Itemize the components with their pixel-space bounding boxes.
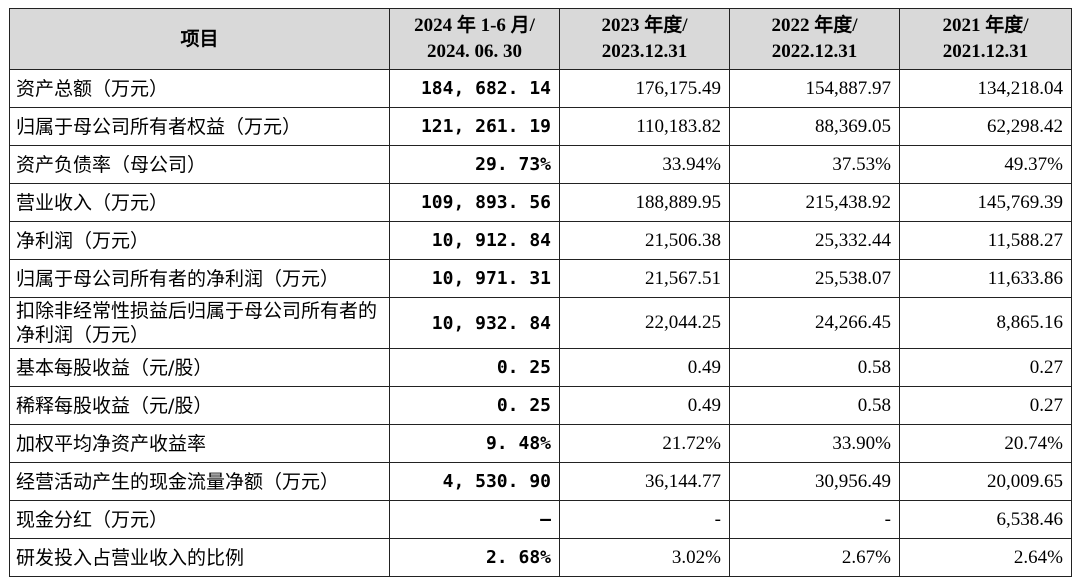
header-line: 2023 年度/ [601,15,688,36]
header-cell: 项目 [9,8,390,70]
cell: 184, 682. 14 [389,69,560,108]
cell: – [389,500,560,539]
cell: 0.27 [899,348,1072,387]
row-label: 基本每股收益（元/股） [9,348,390,387]
cell: 0.49 [559,386,730,425]
table-row: 扣除非经常性损益后归属于母公司所有者的净利润（万元） 10, 932. 84 22,… [9,297,1072,349]
cell: 11,633.86 [899,259,1072,298]
cell: 62,298.42 [899,107,1072,146]
cell: - [729,500,900,539]
header-row: 项目 2024 年 1-6 月/2024. 06. 30 2023 年度/2023.… [9,8,1072,70]
cell: 6,538.46 [899,500,1072,539]
row-label: 资产总额（万元） [9,69,390,108]
row-label: 经营活动产生的现金流量净额（万元） [9,462,390,501]
cell: 24,266.45 [729,297,900,349]
header-line: 2021 年度/ [942,15,1029,36]
cell: 49.37% [899,145,1072,184]
row-label: 营业收入（万元） [9,183,390,222]
row-label: 稀释每股收益（元/股） [9,386,390,425]
cell: 134,218.04 [899,69,1072,108]
header-line: 2024. 06. 30 [427,41,522,62]
table-row: 经营活动产生的现金流量净额（万元） 4, 530. 90 36,144.77 30,9… [9,462,1072,501]
row-label: 现金分红（万元） [9,500,390,539]
cell: 0.49 [559,348,730,387]
cell: 0.58 [729,386,900,425]
cell: 176,175.49 [559,69,730,108]
cell: 21.72% [559,424,730,463]
table-row: 归属于母公司所有者的净利润（万元） 10, 971. 31 21,567.51 25,… [9,259,1072,298]
cell: 154,887.97 [729,69,900,108]
row-label: 净利润（万元） [9,221,390,260]
row-label: 归属于母公司所有者权益（万元） [9,107,390,146]
cell: 121, 261. 19 [389,107,560,146]
table-row: 归属于母公司所有者权益（万元） 121, 261. 19 110,183.82 88,… [9,107,1072,146]
cell: 10, 912. 84 [389,221,560,260]
cell: 145,769.39 [899,183,1072,222]
header-cell: 2024 年 1-6 月/2024. 06. 30 [389,8,560,70]
table-row: 基本每股收益（元/股） 0. 25 0.49 0.58 0.27 [9,348,1072,387]
cell: 25,332.44 [729,221,900,260]
cell: - [559,500,730,539]
cell: 109, 893. 56 [389,183,560,222]
cell: 11,588.27 [899,221,1072,260]
header-line: 项目 [180,28,219,50]
cell: 0. 25 [389,386,560,425]
row-label: 归属于母公司所有者的净利润（万元） [9,259,390,298]
cell: 2.67% [729,538,900,577]
table-container: 项目 2024 年 1-6 月/2024. 06. 30 2023 年度/2023.… [9,8,1072,577]
row-label: 扣除非经常性损益后归属于母公司所有者的净利润（万元） [9,297,390,349]
cell: 10, 971. 31 [389,259,560,298]
cell: 20,009.65 [899,462,1072,501]
table-row: 现金分红（万元） – - -6,538.46 [9,500,1072,539]
cell: 3.02% [559,538,730,577]
cell: 4, 530. 90 [389,462,560,501]
cell: 215,438.92 [729,183,900,222]
cell: 21,506.38 [559,221,730,260]
table-row: 营业收入（万元） 109, 893. 56 188,889.95 215,438.92… [9,183,1072,222]
cell: 2. 68% [389,538,560,577]
header-cell: 2021 年度/2021.12.31 [899,8,1072,70]
row-label: 资产负债率（母公司） [9,145,390,184]
header-cell: 2022 年度/2022.12.31 [729,8,900,70]
header-line: 2023.12.31 [601,41,688,62]
row-label: 加权平均净资产收益率 [9,424,390,463]
cell: 10, 932. 84 [389,297,560,349]
cell: 33.94% [559,145,730,184]
table-row: 稀释每股收益（元/股） 0. 25 0.49 0.58 0.27 [9,386,1072,425]
cell: 8,865.16 [899,297,1072,349]
financial-table: 项目 2024 年 1-6 月/2024. 06. 30 2023 年度/2023.… [9,8,1072,577]
table-row: 加权平均净资产收益率 9. 48% 21.72% 33.90% 20.74% [9,424,1072,463]
cell: 22,044.25 [559,297,730,349]
table-row: 研发投入占营业收入的比例 2. 68% 3.02% 2.67% 2.64% [9,538,1072,577]
header-line: 2024 年 1-6 月/ [414,15,535,36]
cell: 25,538.07 [729,259,900,298]
cell: 33.90% [729,424,900,463]
table-row: 资产负债率（母公司） 29. 73% 33.94% 37.53% 49.37% [9,145,1072,184]
table-row: 净利润（万元） 10, 912. 84 21,506.38 25,332.44 11,5… [9,221,1072,260]
cell: 37.53% [729,145,900,184]
header-line: 2022 年度/ [771,15,858,36]
header-line: 2021.12.31 [942,41,1029,62]
cell: 0.58 [729,348,900,387]
cell: 30,956.49 [729,462,900,501]
table-body: 资产总额（万元） 184, 682. 14 176,175.49 154,887.97… [9,69,1072,577]
cell: 88,369.05 [729,107,900,146]
table-row: 资产总额（万元） 184, 682. 14 176,175.49 154,887.97… [9,69,1072,108]
cell: 29. 73% [389,145,560,184]
row-label: 研发投入占营业收入的比例 [9,538,390,577]
cell: 188,889.95 [559,183,730,222]
header-line: 2022.12.31 [771,41,858,62]
cell: 0.27 [899,386,1072,425]
cell: 110,183.82 [559,107,730,146]
cell: 21,567.51 [559,259,730,298]
cell: 0. 25 [389,348,560,387]
cell: 9. 48% [389,424,560,463]
cell: 20.74% [899,424,1072,463]
cell: 2.64% [899,538,1072,577]
cell: 36,144.77 [559,462,730,501]
header-cell: 2023 年度/2023.12.31 [559,8,730,70]
